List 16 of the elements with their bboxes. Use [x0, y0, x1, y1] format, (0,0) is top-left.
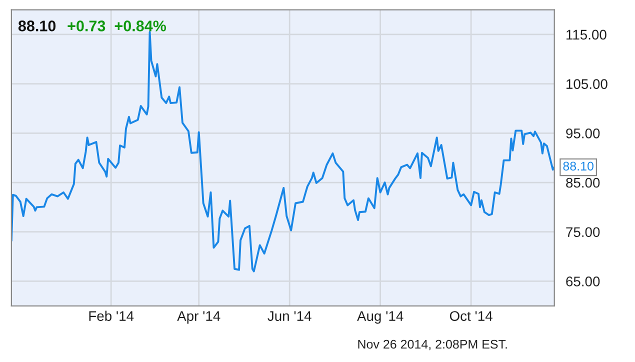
y-tick-label: 75.00	[566, 227, 600, 238]
text: Nov 26 2014, 2:08PM EST.	[358, 340, 507, 350]
y-tick-label: 85.00	[566, 178, 600, 188]
annotation: 88.10	[563, 162, 594, 171]
text: +0.73 +0.84%	[68, 20, 166, 32]
y-tick-label: 115.00	[566, 30, 606, 40]
text: 88.10	[18, 20, 56, 32]
y-tick-label: 65.00	[566, 276, 600, 286]
x-tick-label: Feb '14	[89, 310, 134, 321]
x-tick-label: Jun '14	[268, 311, 312, 321]
line-series	[11, 31, 554, 272]
x-tick-label: Oct '14	[450, 311, 492, 321]
x-tick-label: Aug '14	[357, 311, 404, 324]
y-tick-label: 95.00	[566, 128, 600, 138]
y-tick-label: 105.00	[566, 79, 608, 89]
x-tick-label: Apr '14	[177, 311, 220, 324]
